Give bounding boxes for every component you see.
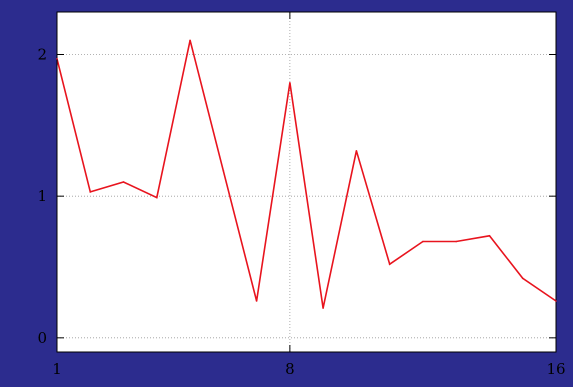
data-point <box>521 277 524 280</box>
series-line <box>56 40 557 309</box>
data-point <box>89 191 92 193</box>
data-point <box>455 240 458 243</box>
data-point <box>122 181 125 183</box>
data-point <box>355 150 358 152</box>
data-point <box>222 169 225 172</box>
data-point <box>189 39 191 42</box>
data-points <box>56 39 557 309</box>
x-tick-label: 8 <box>285 360 295 378</box>
data-point <box>555 300 557 302</box>
plot-border <box>56 11 557 353</box>
x-tick-label: 16 <box>546 360 565 378</box>
data-point <box>255 300 258 302</box>
data-point <box>422 240 424 243</box>
data-point <box>289 82 291 84</box>
data-point <box>322 307 324 309</box>
plot-area <box>57 12 556 352</box>
data-point <box>56 57 58 60</box>
data-point <box>156 196 158 199</box>
y-tick-label: 1 <box>37 187 47 205</box>
data-point <box>488 235 491 237</box>
x-tick-label: 1 <box>52 360 62 378</box>
y-tick-label: 0 <box>37 329 47 347</box>
data-point <box>388 263 391 265</box>
y-tick-label: 2 <box>37 46 47 64</box>
